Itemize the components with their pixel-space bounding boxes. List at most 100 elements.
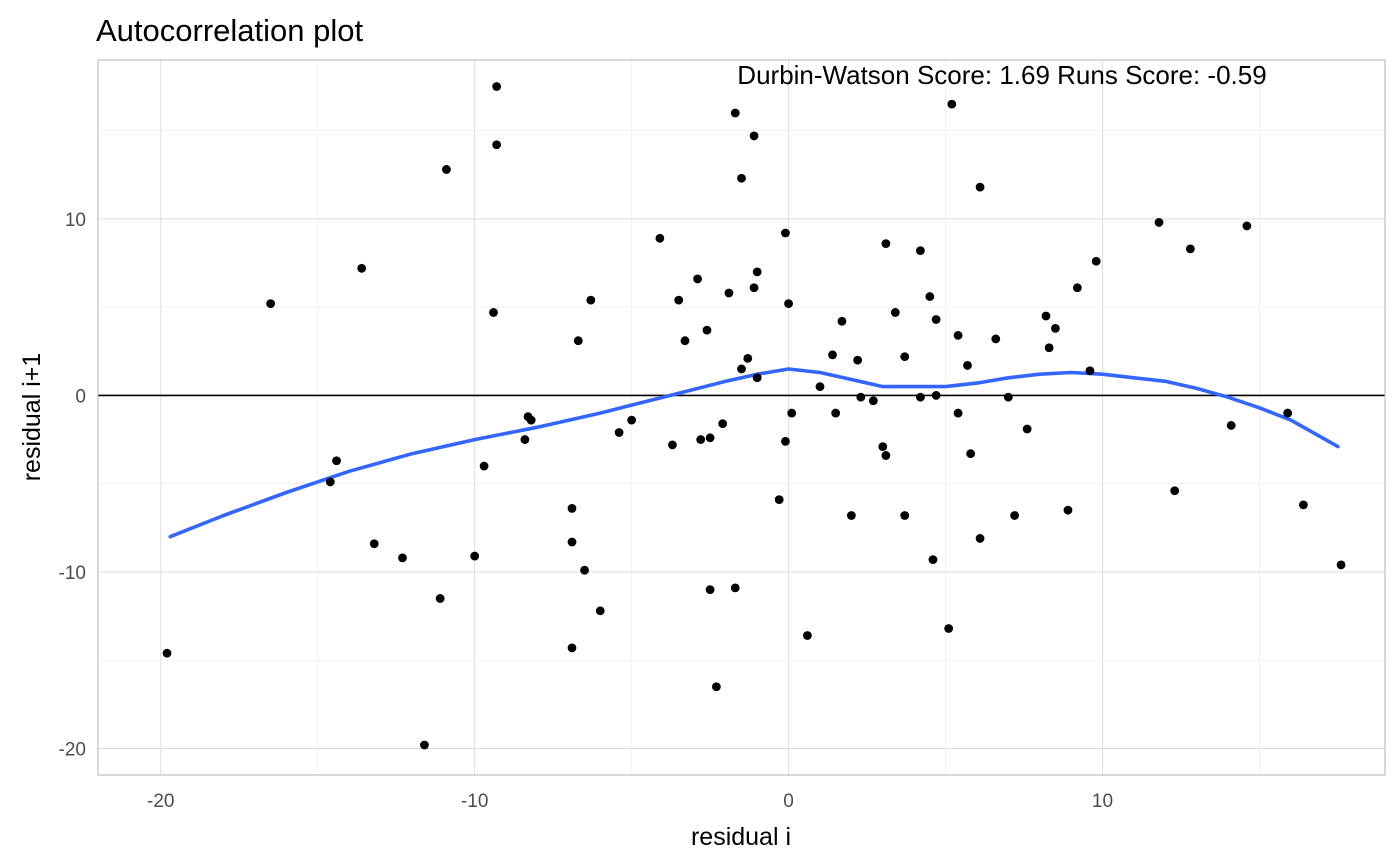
scatter-point	[900, 511, 910, 520]
scatter-point	[573, 336, 583, 346]
scatter-point	[1242, 221, 1252, 231]
scatter-point	[724, 288, 734, 298]
score-annotation: Durbin-Watson Score: 1.69 Runs Score: -0…	[737, 60, 1266, 90]
scatter-point	[991, 334, 1001, 344]
scatter-point	[420, 740, 429, 750]
scatter-point	[567, 504, 577, 513]
scatter-point	[1091, 256, 1101, 266]
scatter-point	[787, 408, 797, 418]
scatter-point	[966, 449, 976, 459]
y-tick-label: -10	[59, 563, 86, 584]
scatter-point	[1226, 421, 1236, 430]
scatter-point	[853, 355, 863, 365]
scatter-point	[931, 315, 941, 324]
scatter-point	[774, 495, 784, 504]
scatter-point	[526, 415, 536, 425]
chart-title: Autocorrelation plot	[96, 13, 363, 48]
scatter-point	[815, 382, 825, 392]
scatter-point	[580, 565, 589, 575]
scatter-point	[953, 408, 963, 418]
scatter-point	[944, 624, 954, 633]
scatter-point	[925, 292, 935, 301]
scatter-point	[266, 299, 276, 309]
scatter-point	[752, 267, 762, 277]
scatter-point	[1085, 366, 1095, 376]
loess-smooth-line	[168, 367, 1340, 539]
scatter-point	[586, 295, 596, 305]
scatter-point	[702, 325, 712, 335]
scatter-point	[743, 353, 753, 363]
scatter-point	[900, 352, 910, 361]
scatter-point	[784, 299, 793, 309]
scatter-point	[595, 606, 605, 616]
scatter-point	[693, 274, 702, 284]
scatter-point	[711, 682, 721, 692]
scatter-point	[1051, 323, 1060, 333]
scatter-point	[749, 283, 759, 293]
scatter-point	[737, 173, 746, 183]
scatter-point	[928, 555, 938, 565]
scatter-point	[881, 239, 891, 249]
scatter-point	[435, 594, 445, 603]
y-tick-label: 0	[75, 386, 86, 407]
scatter-point	[1022, 424, 1032, 434]
scatter-point	[325, 477, 335, 487]
scatter-point	[749, 131, 759, 141]
scatter-point	[492, 82, 502, 91]
scatter-point	[828, 350, 837, 360]
scatter-point	[947, 99, 957, 109]
scatter-point	[890, 308, 900, 317]
scatter-point	[674, 295, 684, 305]
scatter-point	[931, 391, 941, 400]
scatter-point	[1154, 218, 1164, 227]
scatter-point	[162, 648, 172, 658]
scatter-point	[975, 182, 985, 192]
y-axis-title: residual i+1	[18, 353, 46, 482]
x-tick-label: 0	[783, 791, 794, 812]
scatter-point	[803, 631, 812, 640]
x-axis-ticks: -20 -10 0 10	[147, 791, 1113, 812]
scatter-point	[489, 308, 498, 317]
scatter-point	[846, 511, 856, 520]
x-tick-label: -20	[147, 791, 174, 812]
scatter-point	[1336, 560, 1346, 570]
scatter-point	[837, 316, 847, 326]
scatter-point	[1044, 343, 1054, 353]
scatter-point	[492, 140, 502, 150]
scatter-point	[627, 415, 637, 425]
scatter-point	[831, 408, 841, 418]
scatter-point	[1170, 486, 1180, 496]
scatter-point	[916, 246, 925, 256]
scatter-point	[1003, 392, 1013, 402]
scatter-point	[1063, 505, 1073, 515]
scatter-point	[680, 336, 690, 346]
scatter-point	[442, 165, 451, 174]
scatter-point	[1185, 244, 1195, 254]
gridlines	[98, 60, 1385, 775]
scatter-point	[1010, 511, 1019, 520]
scatter-point	[705, 433, 715, 443]
scatter-point	[953, 331, 963, 340]
scatter-point	[332, 456, 341, 466]
scatter-point	[963, 361, 972, 370]
scatter-point	[718, 419, 728, 429]
scatter-point	[878, 442, 888, 452]
scatter-point	[1041, 311, 1051, 321]
scatter-point	[369, 539, 379, 549]
scatter-point	[1283, 408, 1293, 418]
scatter-point	[655, 233, 665, 243]
scatter-point	[856, 392, 866, 402]
scatter-point	[696, 435, 706, 444]
scatter-point	[614, 428, 624, 437]
y-axis-ticks: -20 -10 0 10	[59, 210, 86, 761]
scatter-point	[781, 436, 790, 446]
x-axis-title: residual i	[691, 823, 791, 851]
smooth-curve-group	[168, 367, 1340, 539]
scatter-point	[705, 585, 715, 595]
scatter-point	[520, 435, 530, 444]
scatter-point	[730, 583, 740, 593]
x-tick-label: 10	[1092, 791, 1113, 812]
scatter-point	[479, 461, 489, 471]
scatter-point	[868, 396, 878, 406]
